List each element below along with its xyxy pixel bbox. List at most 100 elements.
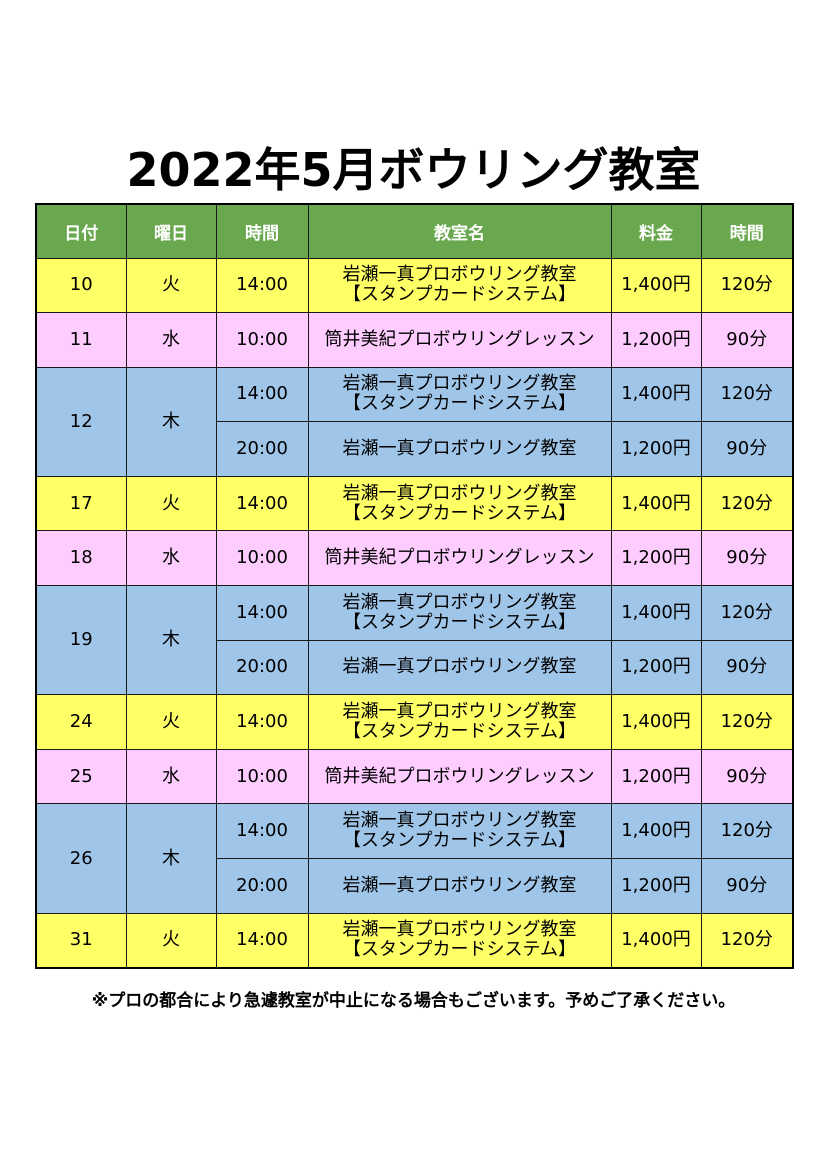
table-row: 26 木 14:00 岩瀬一真プロボウリング教室 【スタンプカードシステム】 1,400円… [35, 803, 794, 914]
header-price: 料金 [610, 203, 702, 259]
lesson-name-line: 筒井美紀プロボウリングレッスン [324, 547, 595, 569]
time-cell: 14:00 [215, 366, 309, 423]
price-cell: 1,200円 [610, 421, 702, 477]
lesson-cell: 筒井美紀プロボウリングレッスン [307, 530, 612, 587]
lesson-name-line: 岩瀬一真プロボウリング教室 [342, 373, 577, 395]
lesson-cell: 岩瀬一真プロボウリング教室 【スタンプカードシステム】 [307, 475, 612, 532]
weekday-cell: 水 [125, 530, 217, 587]
weekday-cell: 木 [125, 803, 217, 914]
time-cell: 14:00 [215, 585, 309, 641]
lesson-cell: 岩瀬一真プロボウリング教室 [307, 639, 612, 696]
table-row: 20:00 岩瀬一真プロボウリング教室 1,200円 90分 [36, 421, 794, 477]
table-row: 20:00 岩瀬一真プロボウリング教室 1,200円 90分 [36, 639, 794, 696]
duration-cell: 90分 [700, 312, 794, 368]
time-cell: 10:00 [215, 312, 309, 368]
lesson-cell: 岩瀬一真プロボウリング教室 【スタンプカードシステム】 [307, 585, 612, 641]
weekday-cell: 火 [125, 257, 217, 314]
time-cell: 20:00 [215, 421, 309, 477]
duration-cell: 90分 [700, 858, 794, 914]
lesson-cell: 岩瀬一真プロボウリング教室 [307, 858, 612, 914]
duration-cell: 120分 [700, 803, 794, 860]
time-cell: 20:00 [215, 639, 309, 696]
duration-cell: 90分 [700, 639, 794, 696]
weekday-cell: 木 [125, 585, 217, 696]
lesson-name-line: 岩瀬一真プロボウリング教室 [342, 264, 577, 286]
lesson-name-line: 岩瀬一真プロボウリング教室 [342, 874, 577, 896]
header-weekday: 曜日 [125, 203, 217, 259]
weekday-cell: 木 [125, 366, 217, 477]
price-cell: 1,200円 [610, 312, 702, 368]
lesson-name-line: 【スタンプカードシステム】 [343, 830, 576, 852]
time-cell: 14:00 [215, 803, 309, 860]
time-cell: 10:00 [215, 748, 309, 805]
price-cell: 1,200円 [610, 748, 702, 805]
page-title: 2022年5月ボウリング教室 [126, 143, 701, 197]
lesson-cell: 岩瀬一真プロボウリング教室 【スタンプカードシステム】 [307, 257, 612, 314]
weekday-cell: 火 [125, 912, 217, 969]
price-cell: 1,400円 [610, 694, 702, 750]
lesson-cell: 筒井美紀プロボウリングレッスン [307, 748, 612, 805]
lesson-name-line: 岩瀬一真プロボウリング教室 [342, 810, 577, 832]
lesson-name-line: 【スタンプカードシステム】 [343, 393, 576, 415]
table-row: 25 水 10:00 筒井美紀プロボウリングレッスン 1,200円 90分 [35, 748, 794, 805]
date-cell: 26 [35, 803, 127, 914]
price-cell: 1,400円 [610, 475, 702, 532]
lesson-cell: 岩瀬一真プロボウリング教室 【スタンプカードシステム】 [307, 694, 612, 750]
schedule-table: 日付 曜日 時間 教室名 料金 時間 10 火 14:00 岩瀬一真プロボウリング教室… [35, 203, 794, 969]
price-cell: 1,200円 [610, 530, 702, 587]
date-cell: 10 [35, 257, 127, 314]
price-cell: 1,200円 [610, 858, 702, 914]
date-cell: 31 [35, 912, 127, 969]
time-cell: 14:00 [215, 475, 309, 532]
time-cell: 14:00 [215, 912, 309, 969]
lesson-cell: 岩瀬一真プロボウリング教室 【スタンプカードシステム】 [307, 366, 612, 423]
weekday-cell: 水 [125, 312, 217, 368]
lesson-name-line: 岩瀬一真プロボウリング教室 [342, 701, 577, 723]
lesson-cell: 岩瀬一真プロボウリング教室 【スタンプカードシステム】 [307, 912, 612, 969]
lesson-name-line: 【スタンプカードシステム】 [343, 284, 576, 306]
time-cell: 14:00 [215, 694, 309, 750]
lesson-name-line: 岩瀬一真プロボウリング教室 [342, 656, 577, 678]
lesson-name-line: 岩瀬一真プロボウリング教室 [342, 591, 577, 613]
time-cell: 20:00 [215, 858, 309, 914]
table-row: 31 火 14:00 岩瀬一真プロボウリング教室 【スタンプカードシステム】 1,400円… [35, 912, 794, 969]
table-row: 18 水 10:00 筒井美紀プロボウリングレッスン 1,200円 90分 [35, 530, 794, 587]
price-cell: 1,400円 [610, 803, 702, 860]
table-row: 12 木 14:00 岩瀬一真プロボウリング教室 【スタンプカードシステム】 1,400円… [35, 366, 794, 477]
date-cell: 24 [35, 694, 127, 750]
lesson-cell: 岩瀬一真プロボウリング教室 【スタンプカードシステム】 [307, 803, 612, 860]
duration-cell: 120分 [700, 694, 794, 750]
lesson-name-line: 【スタンプカードシステム】 [343, 939, 576, 961]
duration-cell: 120分 [700, 585, 794, 641]
lesson-name-line: 岩瀬一真プロボウリング教室 [342, 919, 577, 941]
header-lesson: 教室名 [307, 203, 612, 259]
weekday-cell: 火 [125, 475, 217, 532]
duration-cell: 90分 [700, 748, 794, 805]
header-date: 日付 [35, 203, 127, 259]
lesson-name-line: 【スタンプカードシステム】 [343, 611, 576, 633]
price-cell: 1,400円 [610, 257, 702, 314]
duration-cell: 90分 [700, 530, 794, 587]
header-time: 時間 [215, 203, 309, 259]
duration-cell: 120分 [700, 257, 794, 314]
lesson-cell: 岩瀬一真プロボウリング教室 [307, 421, 612, 477]
duration-cell: 90分 [700, 421, 794, 477]
price-cell: 1,200円 [610, 639, 702, 696]
time-cell: 10:00 [215, 530, 309, 587]
date-cell: 18 [35, 530, 127, 587]
table-row: 20:00 岩瀬一真プロボウリング教室 1,200円 90分 [36, 858, 794, 914]
lesson-name-line: 筒井美紀プロボウリングレッスン [324, 765, 595, 787]
lesson-name-line: 筒井美紀プロボウリングレッスン [324, 328, 595, 350]
lesson-cell: 筒井美紀プロボウリングレッスン [307, 312, 612, 368]
time-cell: 14:00 [215, 257, 309, 314]
table-row: 11 水 10:00 筒井美紀プロボウリングレッスン 1,200円 90分 [35, 312, 794, 368]
date-cell: 25 [35, 748, 127, 805]
date-cell: 17 [35, 475, 127, 532]
date-cell: 11 [35, 312, 127, 368]
duration-cell: 120分 [700, 912, 794, 969]
lesson-name-line: 岩瀬一真プロボウリング教室 [342, 482, 577, 504]
date-cell: 12 [35, 366, 127, 477]
header-duration: 時間 [700, 203, 794, 259]
table-row: 10 火 14:00 岩瀬一真プロボウリング教室 【スタンプカードシステム】 1,400円… [35, 257, 794, 314]
table-row: 19 木 14:00 岩瀬一真プロボウリング教室 【スタンプカードシステム】 1,400円… [35, 585, 794, 696]
